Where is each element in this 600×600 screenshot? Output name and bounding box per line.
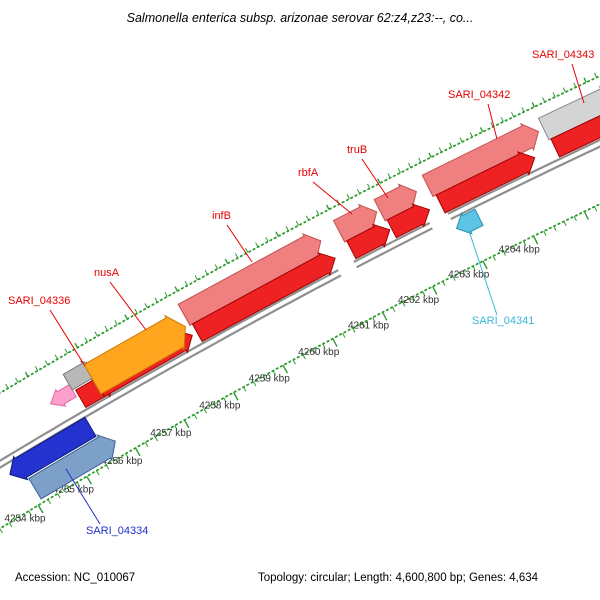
ruler-labels: 4254 kbp 4255 kbp 4256 kbp 4257 kbp 4258 kbp… [4, 245, 540, 525]
label-SARI_04343[interactable]: SARI_04343 [532, 49, 594, 61]
leader-SARI_04336 [49, 309, 86, 367]
ruler-label-4262: 4262 kbp [398, 295, 440, 306]
feature-rev-gene-a[interactable] [9, 416, 97, 481]
label-SARI_04341[interactable]: SARI_04341 [472, 315, 534, 327]
ruler-label-4261: 4261 kbp [348, 321, 390, 332]
leader-SARI_04343 [571, 63, 585, 104]
label-infB[interactable]: infB [212, 210, 231, 222]
feature-labels: SARI_04336 nusA infB rbfA truB SARI_04342 SARI… [8, 49, 594, 537]
sequence-title: Salmonella enterica subsp. arizonae sero… [126, 11, 474, 25]
label-SARI_04336[interactable]: SARI_04336 [8, 295, 70, 307]
feature-nusA[interactable] [83, 314, 186, 395]
ruler-label-4258: 4258 kbp [199, 401, 241, 412]
features [9, 85, 600, 500]
ruler-label-4259: 4259 kbp [249, 374, 291, 385]
label-rbfA[interactable]: rbfA [298, 167, 319, 179]
feature-SARI_04343-cds[interactable] [550, 108, 600, 158]
label-nusA[interactable]: nusA [94, 267, 120, 279]
leader-truB [361, 158, 389, 199]
feature-SARI_04341[interactable] [455, 208, 484, 235]
ruler-label-4255: 4255 kbp [53, 485, 95, 496]
leader-SARI_04342 [487, 103, 498, 140]
feature-feature-pink[interactable] [49, 384, 77, 407]
feature-SARI_04334[interactable] [28, 434, 116, 500]
feature-truB-cds[interactable] [386, 203, 431, 239]
ruler-label-4263: 4263 kbp [448, 270, 490, 281]
ruler-label-4257: 4257 kbp [150, 428, 192, 439]
ruler-label-4260: 4260 kbp [298, 347, 340, 358]
ruler-outer [0, 72, 600, 395]
label-SARI_04334[interactable]: SARI_04334 [86, 525, 148, 537]
leader-rbfA [312, 181, 353, 215]
leader-SARI_04334 [65, 468, 101, 525]
leader-nusA [109, 281, 147, 331]
ruler-inner [0, 203, 600, 534]
feature-SARI_04342-cds[interactable] [435, 151, 536, 214]
ruler-label-4254: 4254 kbp [4, 513, 46, 524]
feature-rbfA-cds[interactable] [346, 223, 391, 260]
label-SARI_04342[interactable]: SARI_04342 [448, 89, 510, 101]
status-accession: Accession: NC_010067 [15, 572, 136, 584]
leader-SARI_04341 [468, 230, 498, 316]
label-truB[interactable]: truB [347, 144, 367, 156]
ruler-label-4256: 4256 kbp [101, 456, 143, 467]
feature-infB-cds[interactable] [191, 252, 336, 343]
leader-infB [226, 224, 253, 263]
status-summary: Topology: circular; Length: 4,600,800 bp… [258, 572, 539, 584]
backbone [0, 138, 600, 469]
ruler-label-4264: 4264 kbp [499, 245, 541, 256]
